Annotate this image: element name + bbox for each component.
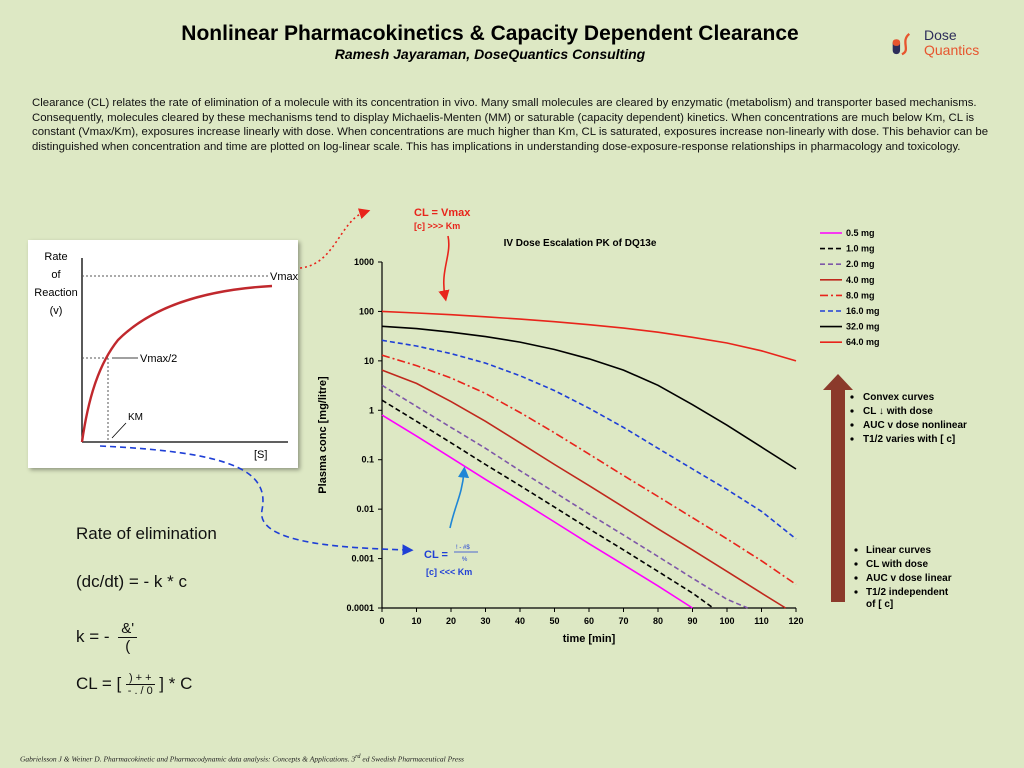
formula-cl: CL = [ ) + + - . / 0 ] * C <box>76 672 192 697</box>
linear-note-5: of [ c] <box>866 599 893 610</box>
convex-note-2: CL ↓ with dose <box>863 406 933 417</box>
y-tick-label: 1 <box>369 405 374 415</box>
top-red-arrow <box>438 235 450 302</box>
mm-km-label: KM <box>128 412 143 423</box>
series-line-2-0-mg <box>381 384 749 609</box>
x-tick-label: 120 <box>788 616 803 626</box>
x-tick-label: 110 <box>754 616 769 626</box>
convex-note-3: AUC v dose nonlinear <box>863 420 967 431</box>
formula-rate: (dc/dt) = - k * c <box>76 572 187 591</box>
x-tick-label: 90 <box>687 616 697 626</box>
convex-note-1: Convex curves <box>863 392 935 403</box>
formula-k-prefix: k = - <box>76 626 110 646</box>
linear-note-3: AUC v dose linear <box>866 573 952 584</box>
top-cl-label: CL = Vmax <box>414 207 471 219</box>
logo-line1: Dose <box>924 27 957 43</box>
bottom-frac-num: ! - #$ <box>456 545 470 551</box>
convex-notes: Convex curves CL ↓ with dose AUC v dose … <box>850 392 967 445</box>
series-line-0-5-mg <box>381 414 693 609</box>
series-line-32-0-mg <box>381 325 797 470</box>
plot-area: 0 10 20 30 40 50 60 70 80 90 100 110 1200.00010.0010… <box>317 257 804 645</box>
x-tick-label: 40 <box>515 616 525 626</box>
linear-note-1: Linear curves <box>866 545 931 556</box>
x-axis-label: time [min] <box>563 633 616 645</box>
y-axis-label: Plasma conc [mg/litre] <box>317 376 329 494</box>
formula-k-num: &' <box>118 620 138 638</box>
legend-label: 4.0 mg <box>846 275 875 285</box>
x-tick-label: 30 <box>480 616 490 626</box>
formula-cl-suffix: ] * C <box>159 673 193 693</box>
formula-cl-den: - . / 0 <box>127 685 153 697</box>
y-tick-label: 0.1 <box>361 455 374 465</box>
mm-curve <box>80 284 273 443</box>
y-tick-label: 1000 <box>354 257 374 267</box>
linear-notes: Linear curves CL with dose AUC v dose li… <box>854 545 952 610</box>
series-line-4-0-mg <box>381 369 787 609</box>
legend-label: 0.5 mg <box>846 228 875 238</box>
top-cond-label: [c] >>> Km <box>414 221 460 231</box>
y-tick-label: 10 <box>364 356 374 366</box>
intro-paragraph: Clearance (CL) relates the rate of elimi… <box>32 97 989 153</box>
formula-cl-prefix: CL = [ <box>76 673 122 693</box>
y-tick-label: 0.01 <box>356 504 374 514</box>
trend-up-arrow <box>823 374 853 602</box>
page-title: Nonlinear Pharmacokinetics & Capacity De… <box>181 22 799 45</box>
mm-ylabel-4: (v) <box>50 305 63 317</box>
chart-title: IV Dose Escalation PK of DQ13e <box>504 238 657 249</box>
top-connector-arrow <box>299 208 371 269</box>
formula-cl-num: ) + + <box>125 672 155 685</box>
logo: Dose Quantics <box>890 28 1000 60</box>
series-line-64-0-mg <box>381 310 797 362</box>
legend: 0.5 mg 1.0 mg 2.0 mg 4.0 mg 8.0 mg 16.0 mg 32.… <box>820 228 880 347</box>
x-tick-label: 100 <box>719 616 734 626</box>
logo-text: Dose Quantics <box>924 28 979 58</box>
bottom-connector-arrow <box>99 445 414 556</box>
legend-label: 8.0 mg <box>846 290 875 300</box>
formula-heading: Rate of elimination <box>76 524 217 543</box>
logo-icon <box>892 32 911 56</box>
formula-k: k = - &' ( <box>76 620 138 655</box>
y-tick-label: 0.001 <box>351 554 374 564</box>
michaelis-menten-plot: Rate of Reaction (v) Vmax Vmax/2 KM [S] <box>28 240 298 468</box>
bottom-frac-den: % <box>462 557 468 563</box>
logo-line2: Quantics <box>924 42 980 58</box>
page-subtitle: Ramesh Jayaraman, DoseQuantics Consultin… <box>334 46 646 62</box>
x-tick-label: 70 <box>618 616 628 626</box>
bottom-blue-arrow <box>449 466 470 529</box>
y-tick-label: 100 <box>359 306 374 316</box>
linear-note-2: CL with dose <box>866 559 928 570</box>
legend-label: 16.0 mg <box>846 306 880 316</box>
x-tick-label: 20 <box>446 616 456 626</box>
bottom-cl-label: CL = <box>424 549 448 561</box>
mm-xlabel: [S] <box>254 449 267 461</box>
formula-k-den: ( <box>125 638 131 655</box>
legend-label: 32.0 mg <box>846 322 880 332</box>
mm-ylabel-2: of <box>51 269 61 281</box>
x-tick-label: 80 <box>653 616 663 626</box>
convex-note-4: T1/2 varies with [ c] <box>863 434 955 445</box>
y-tick-label: 0.0001 <box>346 603 374 613</box>
bottom-cond-label: [c] <<< Km <box>426 567 472 577</box>
legend-label: 64.0 mg <box>846 337 880 347</box>
x-tick-label: 60 <box>584 616 594 626</box>
x-tick-label: 10 <box>411 616 421 626</box>
x-tick-label: 0 <box>379 616 384 626</box>
citation: Gabrielsson J & Weiner D. Pharmacokineti… <box>20 753 464 764</box>
mm-km-pointer <box>111 422 127 439</box>
series-line-1-0-mg <box>381 399 714 609</box>
mm-vmax-half-label: Vmax/2 <box>140 353 177 365</box>
legend-label: 2.0 mg <box>846 259 875 269</box>
series-line-16-0-mg <box>381 339 797 540</box>
linear-note-4: T1/2 independent <box>866 587 949 598</box>
legend-label: 1.0 mg <box>846 244 875 254</box>
mm-vmax-label: Vmax <box>270 271 298 283</box>
x-tick-label: 50 <box>549 616 559 626</box>
series-line-8-0-mg <box>381 354 797 586</box>
mm-ylabel-3: Reaction <box>34 287 77 299</box>
mm-ylabel-1: Rate <box>44 251 67 263</box>
